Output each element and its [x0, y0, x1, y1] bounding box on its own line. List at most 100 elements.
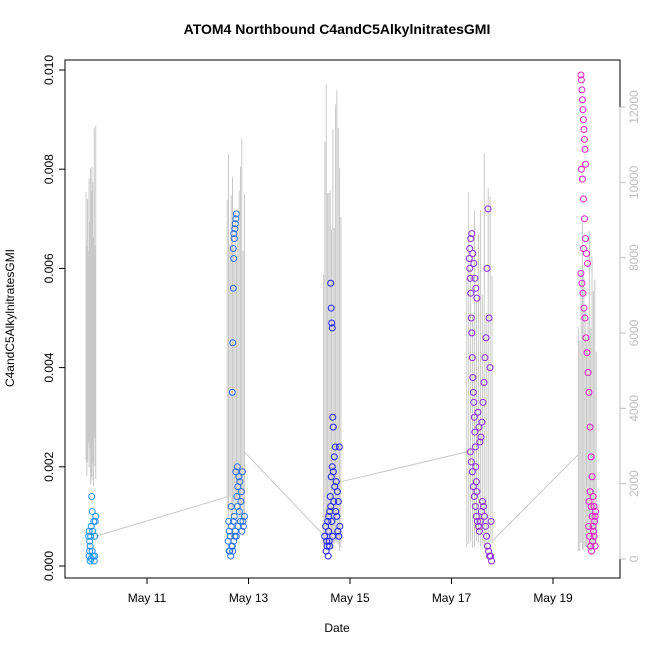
data-point-1-35	[231, 225, 239, 233]
data-point-3-22	[472, 284, 480, 292]
data-point-3-3	[467, 289, 475, 297]
data-point-3-50	[480, 378, 488, 386]
data-point-3-7	[469, 374, 477, 382]
y2-tick-label-6: 12000	[627, 90, 641, 124]
data-point-0-20	[86, 547, 94, 555]
data-point-4-9	[581, 160, 589, 168]
data-points	[85, 71, 600, 565]
flight-connector-0	[95, 496, 229, 537]
data-point-2-19	[325, 537, 333, 545]
data-point-2-15	[336, 522, 344, 530]
data-point-4-20	[580, 304, 588, 312]
data-point-0-18	[91, 517, 99, 525]
data-point-1-28	[238, 527, 246, 535]
data-point-3-59	[487, 517, 495, 525]
x-tick-label-3: May 17	[432, 591, 472, 605]
data-point-1-16	[240, 512, 248, 520]
data-point-3-2	[466, 274, 474, 282]
data-point-3-34	[476, 517, 484, 525]
data-point-1-27	[237, 498, 245, 506]
y-axis-right: 0 2000 4000 6000 8000 10000 12000	[619, 90, 641, 562]
data-point-3-12	[471, 443, 479, 451]
y-tick-label-0: 0.000	[42, 551, 56, 581]
data-point-1-33	[230, 254, 238, 262]
data-point-0-6	[88, 493, 96, 501]
data-point-3-4	[467, 314, 475, 322]
data-point-0-14	[90, 557, 98, 565]
data-point-3-33	[475, 527, 483, 535]
data-point-4-47	[579, 245, 587, 253]
data-point-3-25	[467, 458, 475, 466]
data-point-4-43	[588, 512, 596, 520]
data-point-4-8	[581, 145, 589, 153]
data-point-2-12	[333, 512, 341, 520]
data-point-1-13	[237, 488, 245, 496]
data-point-3-38	[480, 512, 488, 520]
data-point-2-18	[324, 552, 332, 560]
data-point-2-22	[328, 463, 336, 471]
data-point-3-18	[468, 230, 476, 238]
data-point-3-41	[484, 542, 492, 550]
data-point-3-48	[482, 334, 490, 342]
data-point-3-0	[465, 254, 473, 262]
x-tick-label-1: May 13	[229, 591, 269, 605]
data-point-4-22	[582, 334, 590, 342]
data-point-2-25	[331, 443, 339, 451]
data-point-2-7	[328, 517, 336, 525]
data-point-2-20	[326, 493, 334, 501]
y2-tick-label-4: 8000	[627, 244, 641, 271]
data-point-3-39	[482, 522, 490, 530]
x-tick-label-0: May 11	[128, 591, 167, 605]
data-point-1-36	[231, 220, 239, 228]
data-point-1-14	[238, 468, 246, 476]
data-point-3-58	[486, 364, 494, 372]
data-point-1-43	[233, 463, 241, 471]
y2-tick-label-5: 10000	[627, 165, 641, 199]
data-point-3-44	[487, 552, 495, 560]
data-point-4-25	[585, 388, 593, 396]
data-point-1-38	[232, 210, 240, 218]
data-point-2-14	[335, 532, 343, 540]
data-point-4-3	[578, 96, 586, 104]
data-point-4-11	[578, 175, 586, 183]
data-point-1-6	[230, 512, 238, 520]
data-point-3-24	[466, 448, 474, 456]
data-point-1-15	[239, 522, 247, 530]
data-point-2-27	[333, 488, 341, 496]
data-point-4-6	[580, 126, 588, 134]
data-point-2-31	[327, 304, 335, 312]
data-point-2-33	[328, 324, 336, 332]
data-point-4-16	[584, 259, 592, 267]
data-point-1-21	[230, 537, 238, 545]
data-point-3-54	[476, 438, 484, 446]
data-point-4-5	[579, 116, 587, 124]
data-point-4-42	[587, 502, 595, 510]
data-point-3-36	[478, 498, 486, 506]
y2-tick-label-1: 2000	[627, 470, 641, 497]
data-point-3-10	[470, 413, 478, 421]
data-point-1-41	[227, 502, 235, 510]
data-point-4-17	[577, 269, 585, 277]
data-point-3-52	[478, 418, 486, 426]
data-point-2-4	[325, 527, 333, 535]
data-point-1-40	[230, 230, 238, 238]
data-point-1-37	[232, 215, 240, 223]
data-point-2-35	[329, 423, 337, 431]
data-point-1-12	[236, 517, 244, 525]
data-point-3-31	[473, 517, 481, 525]
data-point-2-6	[327, 502, 335, 510]
data-point-1-45	[225, 547, 233, 555]
data-point-3-55	[475, 423, 483, 431]
data-point-3-45	[488, 557, 496, 565]
data-point-3-56	[474, 408, 482, 416]
data-point-1-42	[232, 468, 240, 476]
data-point-2-3	[324, 517, 332, 525]
data-point-2-26	[332, 478, 340, 486]
data-point-3-46	[484, 205, 492, 213]
data-point-1-20	[229, 547, 237, 555]
data-point-4-45	[590, 532, 598, 540]
data-point-4-1	[577, 76, 585, 84]
data-point-0-7	[88, 507, 96, 515]
data-point-1-34	[230, 235, 238, 243]
